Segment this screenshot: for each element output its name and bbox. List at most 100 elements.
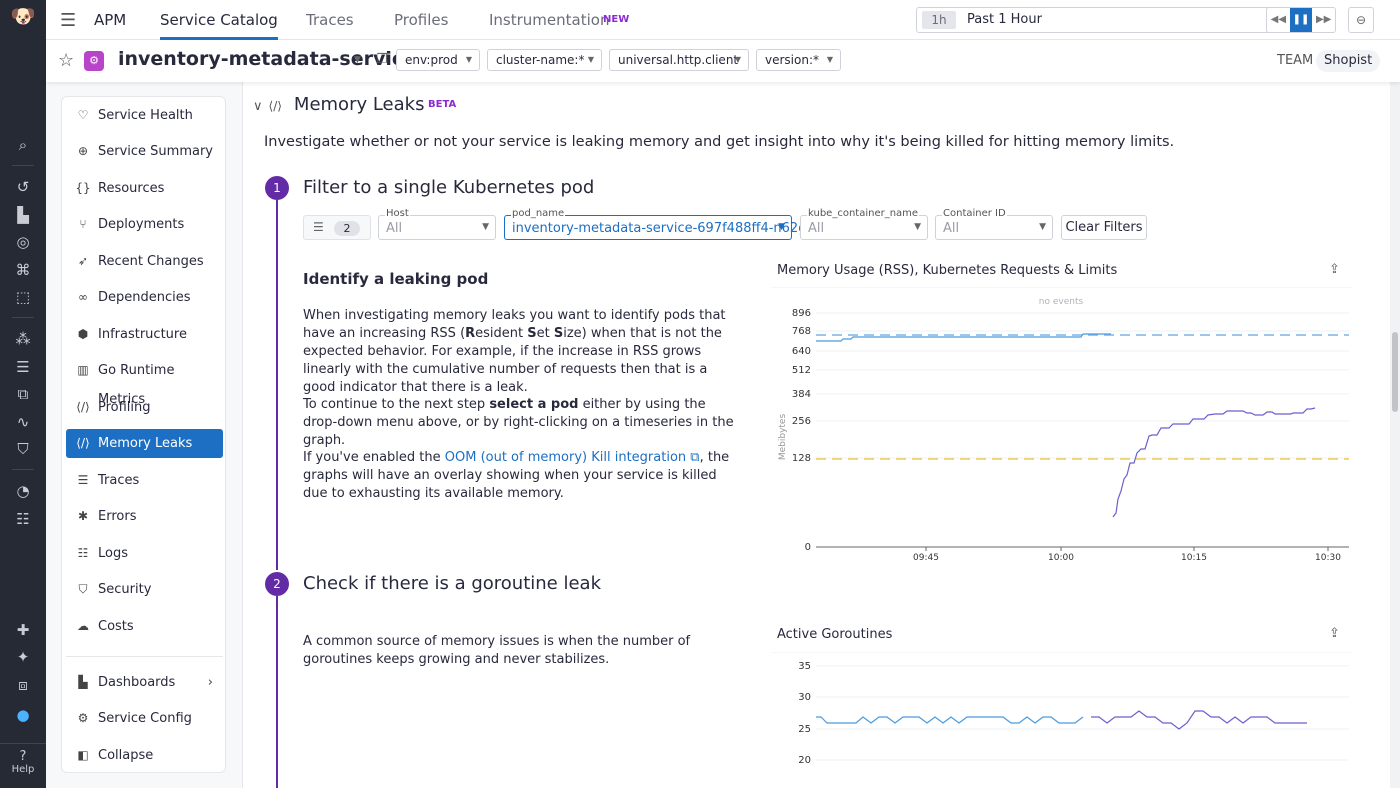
export-icon[interactable]: ⇪ xyxy=(1329,262,1340,277)
sidebar-item-label: Deployments xyxy=(98,217,185,232)
scrollbar-thumb[interactable] xyxy=(1392,332,1398,412)
binoculars-icon[interactable]: ⌘ xyxy=(15,261,31,279)
search-icon[interactable]: ⌕ xyxy=(18,136,28,154)
global-nav: 🐶 ⌕ ↺ ▙ ◎ ⌘ ⬚ ⁂ ☰ ⧉ ∿ ⛉ ◔ ☷ ✚ ✦ ⧈ ● ? He… xyxy=(0,0,46,788)
sidebar-item-infrastructure[interactable]: ⬢ Infrastructure xyxy=(66,320,223,349)
bits-ai-icon[interactable]: ✦ xyxy=(16,648,30,666)
integrations-icon[interactable]: ✚ xyxy=(16,621,30,639)
env-filter[interactable]: env:prod ▼ xyxy=(396,49,480,71)
sidebar-item-label: Service Summary xyxy=(98,144,214,159)
filter-toggle-button[interactable]: ☰ 2 xyxy=(303,215,371,240)
chevron-down-icon: ▼ xyxy=(587,55,594,64)
filter-icon: ☰ xyxy=(313,220,324,234)
pause-icon[interactable]: ❚❚ xyxy=(1289,8,1313,32)
time-range-label: Past 1 Hour xyxy=(967,12,1042,27)
dashboard-icon: ▙ xyxy=(78,675,88,689)
svg-text:384: 384 xyxy=(792,389,811,400)
sidebar-item-resources[interactable]: {} Resources xyxy=(66,174,223,203)
tab-profiles[interactable]: Profiles xyxy=(394,11,449,29)
filter-count: 2 xyxy=(334,221,360,236)
sidebar-item-profiling[interactable]: ⟨/⟩ Profiling xyxy=(66,393,223,422)
step-2-title: Check if there is a goroutine leak xyxy=(303,573,602,594)
tab-instrumentation[interactable]: Instrumentation xyxy=(489,11,610,29)
sidebar-collapse-button[interactable]: ◧ Collapse xyxy=(66,741,223,770)
security-icon[interactable]: ⛉ xyxy=(17,440,29,458)
select-pod-paragraph: To continue to the next step select a po… xyxy=(303,397,734,448)
dashboards-icon[interactable]: ▙ xyxy=(17,206,29,224)
watchdog-icon[interactable]: ◎ xyxy=(16,233,30,251)
code-icon: ⟨/⟩ xyxy=(268,99,282,113)
digital-experience-icon[interactable]: ⧉ xyxy=(17,385,29,403)
sidebar-item-costs[interactable]: ☁ Costs xyxy=(66,612,223,641)
infrastructure-icon[interactable]: ⬚ xyxy=(15,288,31,306)
svg-text:Mebibytes: Mebibytes xyxy=(778,414,788,461)
sidebar-item-service-health[interactable]: ♡ Service Health xyxy=(66,101,223,130)
section-header[interactable]: ∨ ⟨/⟩ Memory Leaks xyxy=(253,94,424,115)
sidebar-item-errors[interactable]: ✱ Errors xyxy=(66,502,223,531)
sidebar-item-memory-leaks[interactable]: ⟨/⟩ Memory Leaks xyxy=(66,429,223,458)
cluster-filter[interactable]: cluster-name:* ▼ xyxy=(487,49,602,71)
export-icon[interactable]: ⇪ xyxy=(1329,626,1340,641)
memory-usage-chart[interactable]: no events 896 768 640 512 384 256 128 0 Mebibyt… xyxy=(771,287,1353,567)
logo-dog-icon[interactable]: 🐶 xyxy=(10,4,36,28)
clear-filters-button[interactable]: Clear Filters xyxy=(1061,215,1147,240)
service-map-icon[interactable]: ⁂ xyxy=(15,330,31,348)
kube-container-name-select[interactable]: kube_container_name All ▼ xyxy=(800,208,928,240)
sidebar-item-go-runtime-metrics[interactable]: ▥ Go Runtime Metrics xyxy=(66,356,223,407)
zoom-out-icon[interactable]: ⊖ xyxy=(1348,7,1374,33)
active-goroutines-chart[interactable]: 35 30 25 20 xyxy=(771,652,1353,788)
performance-icon[interactable]: ◔ xyxy=(16,482,30,500)
notebooks-icon[interactable]: ⧈ xyxy=(18,676,28,694)
team-badge[interactable]: Shopist xyxy=(1316,50,1381,72)
pod-name-select[interactable]: pod_name inventory-metadata-service-697f4… xyxy=(504,208,814,240)
time-range-badge: 1h xyxy=(922,11,956,29)
logs-icon[interactable]: ☷ xyxy=(16,510,30,528)
chevron-down-icon[interactable]: ∨ xyxy=(253,99,263,114)
version-filter-value: version:* xyxy=(765,53,819,67)
operation-filter[interactable]: universal.http.client ▼ xyxy=(609,49,749,71)
sidebar-item-label: Traces xyxy=(98,473,140,488)
service-dropdown-icon[interactable]: ▼ xyxy=(354,55,361,65)
copy-icon[interactable]: ❐ xyxy=(376,52,388,67)
sidebar-item-dependencies[interactable]: ∞ Dependencies xyxy=(66,283,223,312)
svg-text:10:30: 10:30 xyxy=(1315,553,1341,563)
help-button[interactable]: ? Help xyxy=(0,743,46,788)
apm-icon[interactable]: ☰ xyxy=(16,358,30,376)
recent-icon[interactable]: ↺ xyxy=(16,178,30,196)
menu-icon[interactable]: ☰ xyxy=(60,10,77,31)
page-scrollbar[interactable] xyxy=(1390,82,1400,788)
nav-divider xyxy=(12,317,34,318)
globe-icon: ⊕ xyxy=(77,144,89,158)
sidebar-item-recent-changes[interactable]: ➶ Recent Changes xyxy=(66,247,223,276)
bar-chart-icon: ▥ xyxy=(77,363,89,377)
svg-text:640: 640 xyxy=(792,346,811,357)
operation-filter-value: universal.http.client xyxy=(618,53,739,67)
sidebar-item-label: Collapse xyxy=(98,748,154,763)
rewind-icon[interactable]: ◀◀ xyxy=(1270,14,1287,25)
container-id-select[interactable]: Container ID All ▼ xyxy=(935,208,1053,240)
star-icon[interactable]: ☆ xyxy=(58,50,75,71)
sidebar-item-traces[interactable]: ☰ Traces xyxy=(66,466,223,495)
forward-icon[interactable]: ▶▶ xyxy=(1315,14,1332,25)
chevron-down-icon: ▼ xyxy=(734,55,741,64)
sidebar-item-label: Dashboards xyxy=(98,675,176,690)
service-sidebar: ♡ Service Health ⊕ Service Summary {} Resou… xyxy=(61,96,226,773)
sidebar-item-deployments[interactable]: ⑂ Deployments xyxy=(66,210,223,239)
integrations-link-icon[interactable]: ∿ xyxy=(16,413,30,431)
user-avatar-icon[interactable]: ● xyxy=(16,706,30,724)
sidebar-item-logs[interactable]: ☷ Logs xyxy=(66,539,223,568)
oom-integration-link[interactable]: OOM (out of memory) Kill integration xyxy=(444,450,687,465)
sidebar-item-service-summary[interactable]: ⊕ Service Summary xyxy=(66,137,223,166)
host-select[interactable]: Host All ▼ xyxy=(378,208,496,240)
nav-divider xyxy=(12,165,34,166)
sidebar-item-dashboards[interactable]: ▙ Dashboards › xyxy=(66,668,223,697)
sidebar-item-security[interactable]: ⛉ Security xyxy=(66,575,223,604)
tab-service-catalog[interactable]: Service Catalog xyxy=(160,11,278,40)
svg-text:0: 0 xyxy=(805,542,811,553)
tab-traces[interactable]: Traces xyxy=(306,11,354,29)
identify-heading: Identify a leaking pod xyxy=(303,270,489,288)
sidebar-item-service-config[interactable]: ⚙ Service Config xyxy=(66,704,223,733)
time-picker[interactable]: 1h Past 1 Hour ⚲ ▼ xyxy=(916,7,1306,33)
sidebar-item-label: Service Config xyxy=(98,711,192,726)
version-filter[interactable]: version:* ▼ xyxy=(756,49,841,71)
